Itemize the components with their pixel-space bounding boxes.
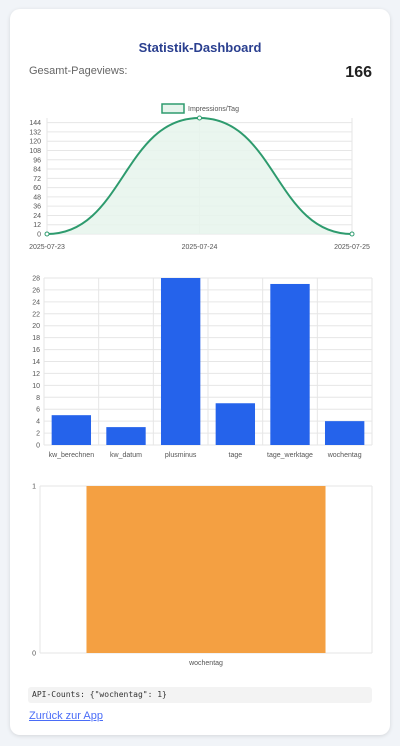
x-tick-label: tage_werktage: [267, 452, 313, 459]
x-tick-label: kw_berechnen: [49, 452, 95, 459]
y-tick-label: 48: [33, 194, 41, 201]
y-tick-label: 16: [32, 347, 40, 354]
back-to-app-link[interactable]: Zurück zur App: [29, 710, 103, 722]
pageviews-label: Gesamt-Pageviews:: [29, 65, 128, 77]
y-tick-label: 20: [32, 323, 40, 330]
y-tick-label: 12: [32, 371, 40, 378]
data-point: [197, 115, 202, 121]
y-tick-label: 36: [33, 204, 41, 211]
page-title: Statistik-Dashboard: [138, 40, 262, 55]
impressions-line-chart: Impressions/Tag 0 12 24 36 48 60 72 84 96 108 120 13…: [29, 103, 370, 251]
y-tick-label: 0: [37, 232, 41, 239]
y-tick-label: 0: [32, 651, 36, 658]
y-tick-label: 10: [32, 383, 40, 390]
y-tick-label: 144: [29, 120, 41, 127]
x-tick-label: 2025-07-25: [334, 244, 370, 251]
api-counts-bar-chart: 0 1 wochentag: [32, 484, 373, 667]
y-tick-label: 72: [33, 176, 41, 183]
y-tick-label: 108: [29, 148, 41, 155]
pageviews-value: 166: [345, 64, 372, 81]
y-tick-label: 60: [33, 185, 41, 192]
bar: [106, 427, 146, 445]
y-tick-label: 12: [33, 222, 41, 229]
y-tick-label: 8: [36, 395, 40, 402]
data-point: [44, 231, 50, 237]
line-area-fill: [47, 118, 352, 234]
y-tick-label: 26: [32, 287, 40, 294]
y-tick-label: 84: [33, 167, 41, 174]
y-tick-label: 18: [32, 335, 40, 342]
x-tick-label: 2025-07-23: [29, 244, 65, 251]
y-tick-label: 96: [33, 157, 41, 164]
y-tick-label: 28: [32, 276, 40, 283]
y-tick-label: 0: [36, 443, 40, 450]
data-point: [349, 231, 355, 237]
bar: [51, 415, 92, 445]
y-tick-label: 14: [32, 359, 40, 366]
legend-label: Impressions/Tag: [188, 106, 239, 113]
bar: [215, 403, 256, 445]
y-tick-label: 120: [29, 139, 41, 146]
bar: [324, 421, 365, 445]
y-tick-label: 24: [33, 213, 41, 220]
y-tick-label: 132: [29, 129, 41, 136]
x-tick-label: plusminus: [165, 452, 197, 459]
bar: [160, 278, 201, 445]
x-tick-label: wochentag: [188, 660, 223, 667]
y-tick-label: 24: [32, 299, 40, 306]
x-tick-label: tage: [229, 452, 243, 459]
x-tick-label: wochentag: [327, 452, 362, 459]
legend-swatch: [161, 103, 185, 114]
y-tick-label: 2: [36, 431, 40, 438]
bar: [86, 486, 326, 653]
x-tick-label: 2025-07-24: [182, 244, 218, 251]
y-tick-label: 4: [36, 419, 40, 426]
y-tick-label: 1: [32, 484, 36, 491]
y-tick-label: 22: [32, 311, 40, 318]
api-counts-text: API-Counts: {"wochentag": 1}: [28, 687, 372, 703]
bar: [270, 283, 310, 445]
x-tick-label: kw_datum: [110, 452, 142, 459]
y-tick-label: 6: [36, 407, 40, 414]
